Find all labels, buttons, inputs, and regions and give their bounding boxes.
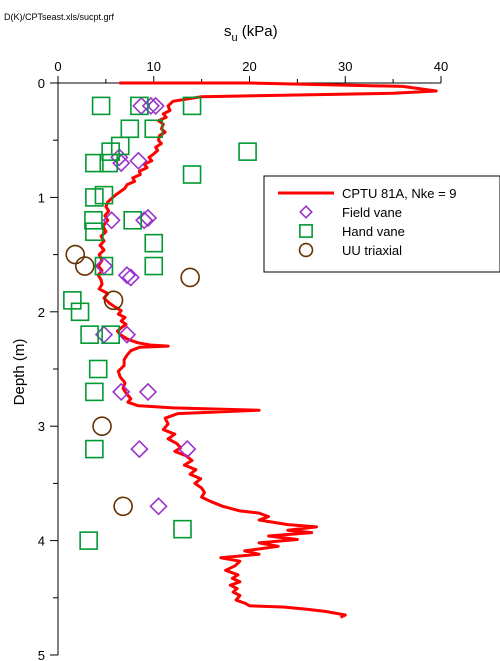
field-vane-point	[117, 266, 137, 285]
hand-vane-point	[91, 96, 111, 116]
plot-area: 0 10 20 30 40 0 1 2 3 4 5	[38, 59, 448, 661]
hand-vane-point	[99, 153, 119, 173]
hand-vane-point	[79, 531, 98, 550]
hand-vane-point	[85, 153, 104, 173]
hand-vane-point	[80, 325, 99, 344]
y-tick-label: 3	[38, 419, 45, 434]
hand-vane-point	[110, 136, 130, 156]
cptu-profile-line	[96, 81, 438, 619]
hand-vane-point	[88, 359, 108, 379]
uu-triaxial-point	[113, 496, 133, 517]
hand-vane-point	[63, 291, 82, 310]
field-vane-point	[102, 211, 121, 230]
field-vane-point	[121, 268, 140, 287]
x-axis-title: su (kPa)	[224, 23, 278, 44]
hand-vane-point	[238, 142, 257, 161]
hand-vane-point	[70, 302, 90, 322]
x-tick-label: 40	[434, 59, 448, 74]
hand-vane-point	[85, 439, 104, 459]
hand-vane-point	[144, 119, 164, 139]
x-axis-title-sub: u	[232, 32, 238, 44]
uu-triaxial-point	[65, 244, 86, 265]
field-vane-point	[135, 211, 154, 230]
hand-vane-point	[130, 96, 149, 116]
legend-label: Field vane	[342, 205, 402, 220]
field-vane-point	[129, 151, 148, 170]
hand-vane-point	[120, 119, 140, 139]
hand-vane-point	[144, 233, 164, 253]
hand-vane-point	[85, 188, 104, 207]
field-vane-point	[112, 382, 131, 402]
hand-vane-point	[85, 382, 104, 402]
y-tick-label: 0	[38, 76, 45, 91]
file-path-note: D(K)/CPTseast.xls/sucpt.grf	[4, 12, 115, 22]
legend-circle-marker	[298, 242, 314, 258]
field-vane-point	[138, 208, 158, 228]
hand-vane-point	[101, 325, 120, 344]
legend-label: CPTU 81A, Nke = 9	[342, 186, 457, 201]
y-tick-label: 1	[38, 190, 45, 205]
legend-label: UU triaxial	[342, 243, 402, 258]
uu-triaxial-point	[92, 416, 112, 437]
x-tick-label: 30	[338, 59, 352, 74]
hand-vane-point	[94, 256, 114, 276]
x-tick-label: 10	[147, 59, 161, 74]
y-tick-label: 5	[38, 648, 45, 661]
x-tick-label: 0	[54, 59, 61, 74]
hand-vane-point	[144, 256, 164, 276]
legend-diamond-marker	[299, 205, 313, 219]
field-vane-point	[146, 96, 165, 116]
y-tick-label: 4	[38, 534, 45, 549]
uu-triaxial-point	[75, 256, 95, 276]
x-tick-label: 20	[242, 59, 256, 74]
hand-vane-point	[123, 210, 142, 230]
legend-label: Hand vane	[342, 224, 405, 239]
legend: CPTU 81A, Nke = 9 Field vane Hand vane UU t…	[263, 175, 500, 273]
hand-vane-point	[173, 519, 192, 539]
uu-triaxial-point	[103, 290, 124, 311]
y-tick-label: 2	[38, 305, 45, 320]
x-axis-title-unit: (kPa)	[238, 23, 278, 40]
field-vane-point	[117, 325, 137, 344]
legend-square-marker	[299, 224, 313, 238]
hand-vane-point	[84, 210, 103, 230]
field-vane-point	[138, 382, 158, 402]
hand-vane-point	[85, 222, 104, 242]
x-axis-title-main: s	[224, 23, 232, 40]
field-vane-point	[178, 439, 197, 459]
uu-triaxial-point	[180, 267, 200, 288]
field-vane-point	[149, 497, 168, 516]
hand-vane-point	[94, 185, 114, 205]
hand-vane-point	[182, 96, 202, 116]
field-vane-point	[130, 439, 149, 459]
hand-vane-point	[182, 165, 202, 184]
field-vane-point	[141, 96, 161, 116]
y-axis-title: Depth (m)	[11, 339, 28, 406]
hand-vane-point	[101, 142, 120, 161]
